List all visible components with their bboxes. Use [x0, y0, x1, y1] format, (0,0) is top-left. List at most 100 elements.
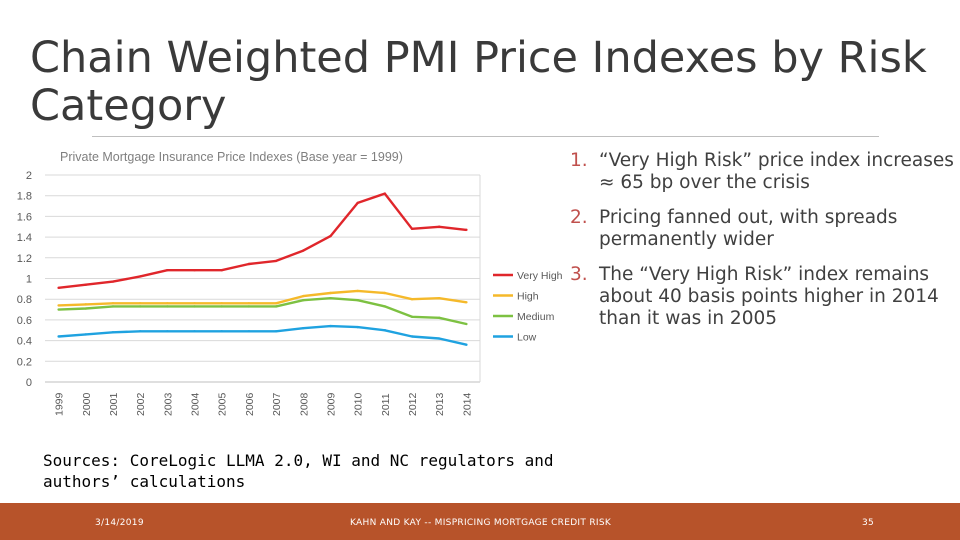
x-tick-label: 2004: [190, 392, 202, 416]
sources-note: Sources: CoreLogic LLMA 2.0, WI and NC r…: [43, 451, 554, 491]
data-point: [193, 330, 196, 333]
data-point: [410, 335, 414, 338]
finding-number: 2.: [570, 207, 588, 228]
finding-number: 1.: [570, 150, 588, 171]
data-point: [220, 269, 223, 272]
data-point: [356, 299, 359, 302]
data-point: [166, 305, 169, 308]
data-point: [329, 296, 332, 300]
data-point: [193, 302, 196, 305]
y-tick-label: 0.8: [17, 294, 32, 306]
data-point: [302, 326, 305, 330]
data-point: [166, 330, 169, 333]
data-point: [138, 275, 142, 278]
y-tick-label: 1.4: [17, 232, 32, 244]
y-tick-label: 0.6: [17, 315, 32, 327]
x-tick-label: 2002: [135, 392, 147, 416]
data-point: [193, 269, 196, 272]
finding-text: “Very High Risk” price index increases ≈…: [599, 150, 954, 193]
data-point: [247, 302, 251, 305]
data-point: [438, 337, 441, 340]
y-tick-label: 2: [26, 170, 32, 182]
data-point: [274, 305, 278, 308]
finding-item: 1. “Very High Risk” price index increase…: [570, 150, 960, 194]
footer-bar: 3/14/2019 KAHN AND KAY -- MISPRICING MOR…: [0, 503, 960, 540]
data-point: [57, 304, 60, 307]
chart-title: Private Mortgage Insurance Price Indexes…: [60, 150, 403, 164]
data-point: [247, 305, 251, 308]
data-point: [329, 291, 332, 295]
footer-title: KAHN AND KAY -- MISPRICING MORTGAGE CRED…: [350, 518, 612, 528]
y-tick-label: 1.2: [17, 253, 32, 265]
data-point: [84, 303, 87, 306]
x-tick-label: 2005: [217, 392, 229, 416]
data-point: [383, 329, 387, 332]
data-point: [111, 302, 115, 305]
data-point: [302, 299, 305, 302]
data-point: [356, 325, 359, 329]
x-tick-label: 2007: [271, 392, 283, 416]
data-point: [438, 225, 441, 228]
legend-label: Very High: [517, 270, 563, 282]
data-point: [410, 227, 414, 231]
data-point: [111, 280, 115, 283]
title-divider: [92, 136, 879, 137]
data-point: [465, 301, 468, 304]
data-point: [410, 315, 414, 318]
x-tick-label: 2014: [461, 392, 473, 416]
y-tick-label: 0.2: [17, 356, 32, 368]
data-point: [438, 296, 441, 300]
data-point: [438, 316, 441, 320]
data-point: [383, 291, 387, 295]
pmi-price-index-chart: Private Mortgage Insurance Price Indexes…: [17, 150, 563, 416]
x-tick-label: 2010: [353, 392, 365, 416]
data-point: [138, 302, 142, 305]
data-point: [274, 330, 278, 333]
data-point: [329, 324, 332, 328]
data-point: [57, 335, 60, 338]
data-point: [465, 343, 468, 346]
x-tick-label: 2006: [244, 392, 256, 416]
data-point: [57, 286, 60, 290]
finding-item: 2. Pricing fanned out, with spreads perm…: [570, 207, 960, 251]
data-point: [138, 330, 142, 333]
legend-label: High: [517, 291, 539, 303]
data-point: [193, 305, 196, 308]
page-number: 35: [862, 518, 875, 528]
data-point: [465, 228, 468, 232]
footer-date: 3/14/2019: [95, 518, 144, 528]
y-tick-label: 1.6: [17, 211, 32, 223]
data-point: [302, 294, 305, 298]
finding-number: 3.: [570, 264, 588, 285]
x-tick-label: 2011: [380, 393, 392, 416]
finding-item: 3. The “Very High Risk” index remains ab…: [570, 264, 960, 330]
x-tick-label: 2013: [434, 392, 446, 416]
data-point: [84, 283, 87, 286]
x-tick-label: 2001: [108, 392, 120, 416]
legend-label: Medium: [517, 311, 555, 323]
data-point: [138, 305, 142, 308]
data-point: [247, 330, 251, 333]
data-point: [111, 331, 115, 334]
data-point: [356, 289, 359, 293]
data-point: [111, 305, 115, 308]
x-tick-label: 2003: [162, 392, 174, 416]
y-tick-label: 1: [26, 274, 32, 286]
y-tick-label: 1.8: [17, 191, 32, 203]
data-point: [220, 330, 223, 333]
data-point: [166, 269, 169, 272]
slide-title: Chain Weighted PMI Price Indexes by Risk…: [30, 33, 927, 131]
data-point: [84, 333, 87, 336]
y-tick-label: 0.4: [17, 336, 32, 348]
data-point: [166, 302, 169, 305]
data-point: [57, 308, 60, 311]
data-point: [465, 322, 468, 326]
series-line-low: [58, 324, 467, 346]
data-point: [329, 234, 332, 238]
data-point: [274, 302, 278, 305]
x-tick-label: 2009: [325, 392, 337, 416]
data-point: [383, 305, 387, 308]
finding-text: Pricing fanned out, with spreads permane…: [599, 207, 898, 250]
data-point: [84, 307, 87, 310]
data-point: [383, 192, 387, 195]
